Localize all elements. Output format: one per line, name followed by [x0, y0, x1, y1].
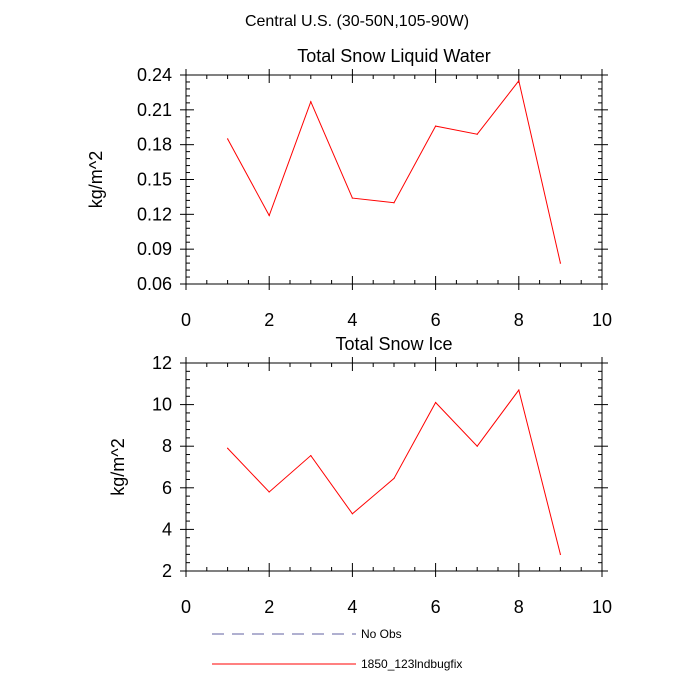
- data-point: [351, 513, 353, 515]
- data-point: [435, 125, 437, 127]
- y-tick-label: 8: [162, 436, 172, 456]
- x-tick-label: 0: [181, 597, 191, 617]
- legend-label: No Obs: [361, 627, 402, 641]
- y-tick-label: 12: [152, 353, 172, 373]
- y-tick-label: 0.15: [137, 170, 172, 190]
- data-point: [518, 389, 520, 391]
- data-point: [476, 133, 478, 135]
- x-tick-label: 2: [264, 310, 274, 330]
- series-line: [227, 79, 561, 264]
- x-tick-label: 10: [592, 597, 612, 617]
- y-tick-label: 0.06: [137, 274, 172, 294]
- figure-suptitle: Central U.S. (30-50N,105-90W): [245, 13, 469, 30]
- data-point: [227, 447, 229, 449]
- y-tick-label: 10: [152, 395, 172, 415]
- data-point: [268, 491, 270, 493]
- x-tick-label: 8: [514, 597, 524, 617]
- data-point: [393, 477, 395, 480]
- y-tick-label: 0.09: [137, 239, 172, 259]
- chart-title: Total Snow Liquid Water: [297, 46, 490, 66]
- data-point: [310, 101, 312, 103]
- y-tick-label: 2: [162, 561, 172, 581]
- data-point: [351, 197, 353, 199]
- data-point: [227, 138, 229, 140]
- data-point: [518, 80, 520, 82]
- series-line: [227, 388, 561, 555]
- legend-label: 1850_123lndbugfix: [361, 657, 462, 671]
- data-point: [435, 401, 437, 404]
- y-tick-label: 0.12: [137, 204, 172, 224]
- legend-item: 1850_123lndbugfix: [212, 657, 462, 671]
- data-point: [310, 454, 312, 457]
- y-tick-label: 6: [162, 478, 172, 498]
- chart-title: Total Snow Ice: [335, 334, 452, 354]
- data-point: [393, 202, 395, 204]
- y-tick-label: 4: [162, 519, 172, 539]
- plot-frame: [185, 74, 603, 285]
- x-tick-label: 8: [514, 310, 524, 330]
- x-tick-label: 0: [181, 310, 191, 330]
- data-point: [559, 553, 562, 555]
- data-point: [268, 214, 270, 217]
- plot-frame: [185, 362, 603, 572]
- legend-item: No Obs: [212, 627, 402, 641]
- x-tick-label: 6: [431, 310, 441, 330]
- x-tick-label: 2: [264, 597, 274, 617]
- y-tick-label: 0.18: [137, 135, 172, 155]
- y-axis-label: kg/m^2: [86, 151, 106, 208]
- legend: No Obs 1850_123lndbugfix: [212, 627, 462, 671]
- x-tick-label: 4: [347, 310, 357, 330]
- y-tick-label: 0.21: [137, 100, 172, 120]
- data-point: [476, 445, 478, 447]
- y-tick-label: 0.24: [137, 65, 172, 85]
- data-point: [559, 262, 562, 264]
- x-tick-label: 6: [431, 597, 441, 617]
- y-axis-label: kg/m^2: [108, 438, 128, 495]
- x-tick-label: 4: [347, 597, 357, 617]
- x-tick-label: 10: [592, 310, 612, 330]
- chart-panel-1: Total Snow Liquid Water 0 2 4 6 8 10 0.06 0.09 0.…: [86, 46, 612, 330]
